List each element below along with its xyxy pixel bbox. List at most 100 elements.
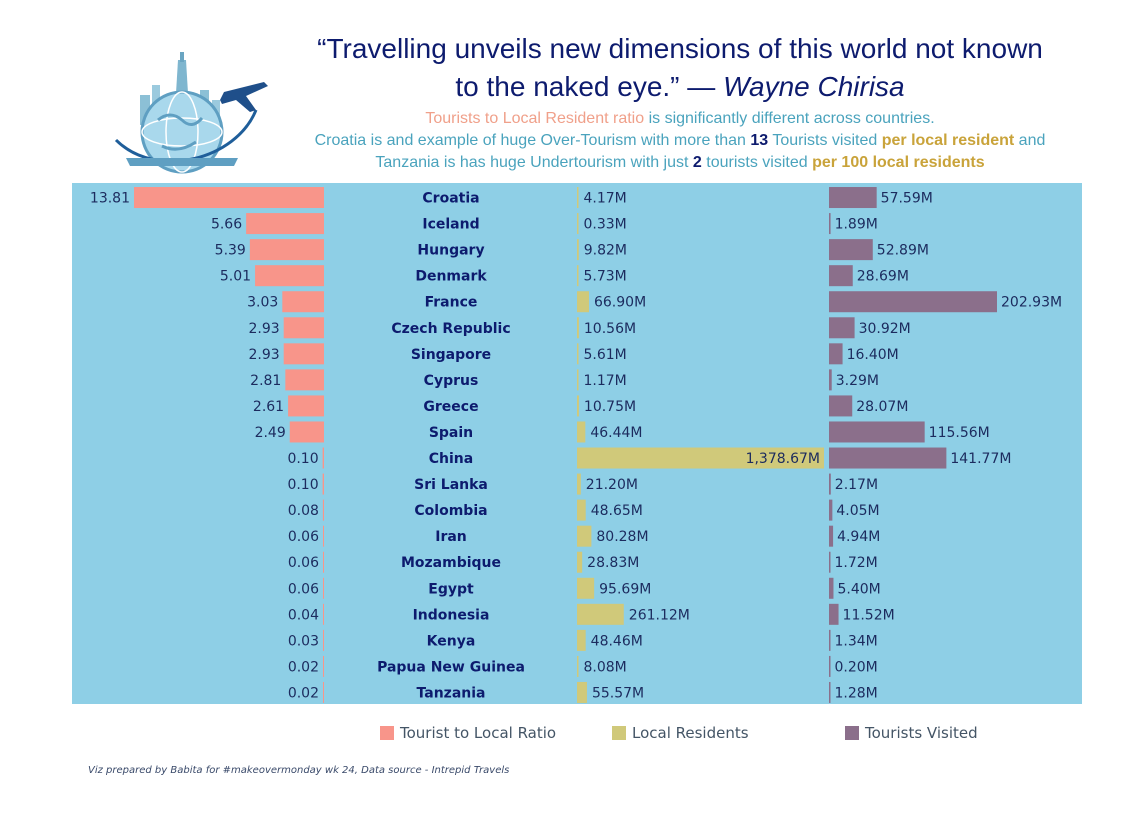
country-label: Mozambique <box>401 555 501 571</box>
residents-label: 95.69M <box>599 581 651 597</box>
residents-bar <box>577 551 583 573</box>
subtitle-line-2-b: Tourists visited <box>772 132 878 149</box>
residents-label: 48.65M <box>591 503 643 519</box>
ratio-label: 2.49 <box>255 425 286 441</box>
residents-label: 10.56M <box>584 321 636 337</box>
subtitle-line-3-a: Tanzania is has huge Undertourism with j… <box>375 154 689 171</box>
country-label: Greece <box>423 399 478 415</box>
legend-swatch-tourists <box>845 726 859 740</box>
residents-bar <box>577 213 579 235</box>
tourists-label: 1.34M <box>835 633 878 649</box>
ratio-label: 0.06 <box>288 529 319 545</box>
subtitle-line-2-c: and <box>1018 132 1046 149</box>
ratio-highlight: Tourists to Local Resident ratio <box>425 110 645 127</box>
residents-label: 46.44M <box>590 425 642 441</box>
legend-swatch-ratio <box>380 726 394 740</box>
tourists-bar <box>829 629 831 651</box>
legend-label-residents: Local Residents <box>632 724 749 742</box>
ratio-label: 2.81 <box>250 373 281 389</box>
residents-label: 261.12M <box>629 607 690 623</box>
legend-label-tourists: Tourists Visited <box>865 724 978 742</box>
ratio-bar <box>283 317 324 339</box>
ratio-label: 5.01 <box>220 269 251 285</box>
ratio-bar <box>323 681 324 703</box>
tourists-bar <box>829 525 834 547</box>
tourists-label: 11.52M <box>843 607 895 623</box>
residents-label: 66.90M <box>594 295 646 311</box>
subtitle-line-1-rest: is significantly different across countr… <box>648 110 935 127</box>
globe-airplane-icon <box>96 40 271 180</box>
tourists-bar <box>829 343 843 365</box>
ratio-label: 0.02 <box>288 659 319 675</box>
residents-label: 80.28M <box>596 529 648 545</box>
country-label: France <box>425 295 478 311</box>
tourists-label: 0.20M <box>835 659 878 675</box>
tourists-bar <box>829 447 947 469</box>
subtitle-line-3-number: 2 <box>692 154 702 171</box>
ratio-bar <box>323 629 324 651</box>
tourists-bar <box>829 317 855 339</box>
ratio-bar <box>285 369 324 391</box>
quote-author: Wayne Chirisa <box>723 71 905 102</box>
tourists-label: 52.89M <box>877 243 929 259</box>
ratio-label: 2.61 <box>253 399 284 415</box>
residents-bar <box>577 343 579 365</box>
ratio-bar <box>322 499 324 521</box>
tourists-label: 1.72M <box>835 555 878 571</box>
tourists-label: 202.93M <box>1001 295 1062 311</box>
ratio-bar <box>282 291 324 313</box>
country-label: Papua New Guinea <box>377 659 525 675</box>
ratio-bar <box>249 239 324 261</box>
tourists-bar <box>829 421 925 443</box>
tourists-bar <box>829 291 997 313</box>
ratio-label: 0.02 <box>288 685 319 701</box>
country-label: Denmark <box>415 269 487 285</box>
ratio-label: 13.81 <box>90 191 130 207</box>
ratio-bar <box>323 577 324 599</box>
residents-label: 8.08M <box>584 659 627 675</box>
ratio-label: 5.39 <box>215 243 246 259</box>
tourists-bar <box>829 551 831 573</box>
subtitle-line-2: Croatia is and example of huge Over-Tour… <box>250 130 1110 152</box>
ratio-bar <box>289 421 324 443</box>
ratio-bar <box>323 525 324 547</box>
bar-chart: 13.81 Croatia 4.17M 57.59M 5.66 Iceland 0.33M 1… <box>90 187 1062 703</box>
quote-line-1: “Travelling unveils new dimensions of th… <box>317 33 1043 64</box>
ratio-label: 0.10 <box>287 451 318 467</box>
legend-label-ratio: Tourist to Local Ratio <box>400 724 557 742</box>
tourists-label: 1.89M <box>835 217 878 233</box>
tourists-bar <box>829 395 853 417</box>
country-label: Croatia <box>422 191 479 207</box>
tourists-label: 57.59M <box>881 191 933 207</box>
ratio-bar <box>283 343 324 365</box>
subtitle-line-3: Tanzania is has huge Undertourism with j… <box>250 152 1110 174</box>
country-label: Czech Republic <box>391 321 510 337</box>
tourists-bar <box>829 265 853 287</box>
residents-bar <box>577 603 624 625</box>
tourists-label: 28.69M <box>857 269 909 285</box>
residents-label: 28.83M <box>587 555 639 571</box>
country-label: Sri Lanka <box>414 477 488 493</box>
tourists-label: 115.56M <box>929 425 990 441</box>
tourists-label: 141.77M <box>950 451 1011 467</box>
subtitle-line-2-number: 13 <box>750 132 769 149</box>
country-label: Iceland <box>422 217 479 233</box>
country-label: Iran <box>435 529 467 545</box>
residents-label: 9.82M <box>584 243 627 259</box>
subtitle-line-1: Tourists to Local Resident ratio is sign… <box>250 108 1110 130</box>
ratio-bar <box>323 603 324 625</box>
ratio-label: 0.08 <box>288 503 319 519</box>
tourists-bar <box>829 239 873 261</box>
tourists-bar <box>829 213 831 235</box>
footer-credit: Viz prepared by Babita for #makeovermond… <box>88 765 510 776</box>
residents-label: 5.73M <box>584 269 627 285</box>
residents-bar <box>577 499 586 521</box>
residents-label: 1.17M <box>584 373 627 389</box>
tourists-label: 3.29M <box>836 373 879 389</box>
residents-bar <box>577 525 592 547</box>
country-label: Egypt <box>428 581 474 597</box>
country-label: Singapore <box>411 347 491 363</box>
tourists-label: 4.05M <box>836 503 879 519</box>
country-label: Tanzania <box>417 685 486 701</box>
tourists-label: 5.40M <box>837 581 880 597</box>
